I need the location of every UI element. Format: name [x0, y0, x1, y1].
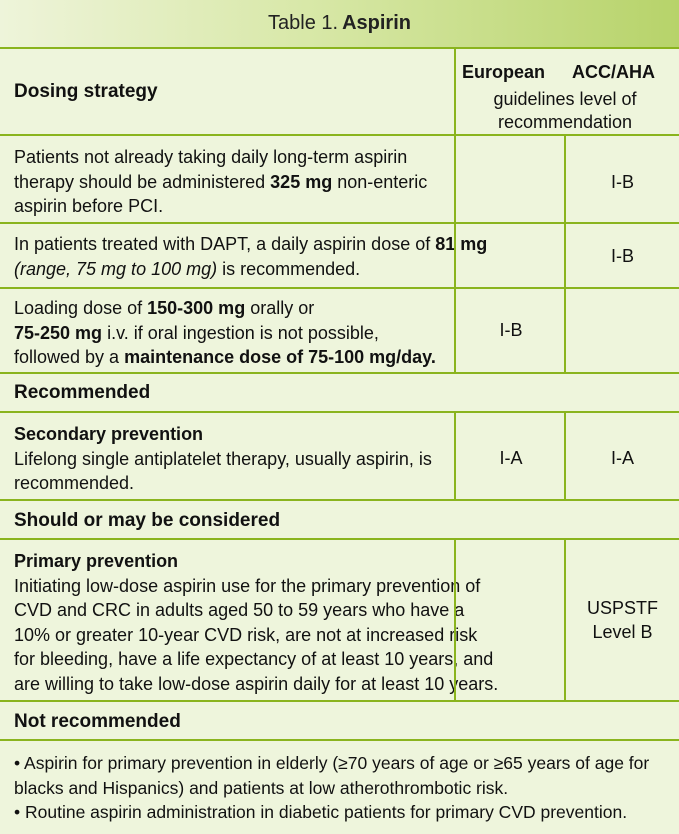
primary-prevention-text: Primary prevention Initiating low-dose a…	[14, 549, 498, 696]
column-divider	[564, 411, 566, 499]
primary-line2: CVD and CRC in adults aged 50 to 59 year…	[14, 600, 465, 620]
table-title: Table 1. Aspirin	[0, 0, 679, 47]
divider	[0, 372, 679, 374]
row2-acc-value: I-B	[610, 246, 634, 266]
primary-line3: 10% or greater 10-year CVD risk, are not…	[14, 624, 478, 645]
not-recommended-item-2: • Routine aspirin administration in diab…	[14, 802, 628, 822]
not-recommended-item-1-cont: blacks and Hispanics) and patients at lo…	[14, 777, 509, 798]
row2-line2: (range, 75 mg to 100 mg) is recommended.	[14, 258, 361, 279]
row2-line1: In patients treated with DAPT, a daily a…	[14, 234, 488, 254]
divider	[0, 134, 679, 136]
not-recommended-heading: Not recommended	[14, 711, 181, 732]
divider	[0, 287, 679, 289]
secondary-prevention-heading: Secondary prevention	[14, 424, 204, 444]
column-divider	[454, 538, 456, 700]
acc-aha-column-heading: ACC/AHA	[572, 62, 655, 82]
row1-line3: aspirin before PCI.	[14, 196, 164, 216]
row3-text: Loading dose of 150-300 mg orally or 75-…	[14, 296, 436, 370]
secondary-line2: recommended.	[14, 473, 135, 493]
divider	[0, 700, 679, 702]
row1-acc-value: I-B	[610, 172, 634, 192]
column-divider	[454, 47, 456, 134]
divider	[0, 47, 679, 49]
row3-line1: Loading dose of 150-300 mg orally or	[14, 298, 315, 318]
should-consider-heading: Should or may be considered	[14, 510, 281, 531]
column-divider	[454, 411, 456, 499]
column-divider	[454, 134, 456, 372]
secondary-acc-value: I-A	[610, 448, 634, 468]
row3-line2: 75-250 mg i.v. if oral ingestion is not …	[14, 322, 379, 343]
row2-text: In patients treated with DAPT, a daily a…	[14, 232, 487, 281]
secondary-line1: Lifelong single antiplatelet therapy, us…	[14, 448, 432, 469]
recommended-heading: Recommended	[14, 382, 151, 403]
dosing-strategy-heading: Dosing strategy	[14, 81, 158, 102]
table-title-name: Aspirin	[342, 12, 411, 34]
secondary-eu-value: I-A	[499, 448, 523, 468]
primary-line1: Initiating low-dose aspirin use for the …	[14, 575, 481, 596]
divider	[0, 538, 679, 540]
column-divider	[564, 538, 566, 700]
primary-acc-value: USPSTF Level B	[566, 596, 679, 644]
divider	[0, 499, 679, 501]
table-title-prefix: Table 1.	[268, 12, 339, 34]
row3-eu-value: I-B	[499, 320, 523, 340]
recommendation-subheading: guidelines level of recommendation	[456, 88, 674, 134]
primary-line4: for bleeding, have a life expectancy of …	[14, 649, 494, 669]
primary-prevention-heading: Primary prevention	[14, 551, 179, 571]
level-b-label: Level B	[592, 622, 653, 642]
subheading-line1: guidelines level of	[493, 89, 637, 109]
divider	[0, 739, 679, 741]
secondary-prevention-text: Secondary prevention Lifelong single ant…	[14, 422, 432, 496]
not-recommended-item-1: • Aspirin for primary prevention in elde…	[14, 753, 650, 773]
divider	[0, 222, 679, 224]
european-column-heading: European	[462, 62, 546, 82]
row1-text: Patients not already taking daily long-t…	[14, 145, 427, 219]
row1-line1: Patients not already taking daily long-t…	[14, 147, 408, 167]
row1-line2: therapy should be administered 325 mg no…	[14, 171, 428, 192]
row3-line3: followed by a maintenance dose of 75-100…	[14, 347, 436, 367]
column-divider	[564, 134, 566, 372]
subheading-line2: recommendation	[497, 112, 633, 132]
uspstf-label: USPSTF	[586, 598, 658, 618]
divider	[0, 411, 679, 413]
primary-line5: are willing to take low-dose aspirin dai…	[14, 673, 499, 694]
not-recommended-list: • Aspirin for primary prevention in elde…	[14, 751, 649, 825]
